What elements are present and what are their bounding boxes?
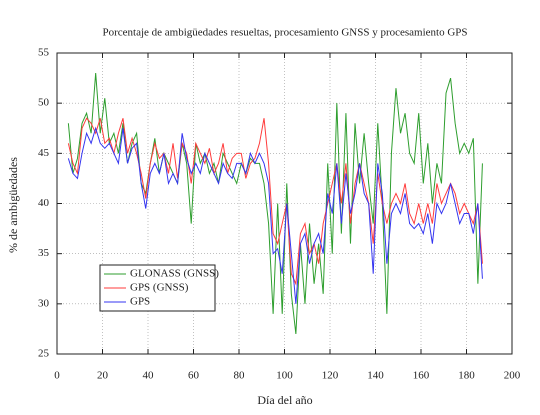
x-tick-label: 100 xyxy=(276,370,293,382)
y-axis-label: % de ambigüedades xyxy=(6,157,20,253)
legend-label: GPS (GNSS) xyxy=(130,282,189,294)
data-line xyxy=(67,73,483,334)
y-tick-label: 40 xyxy=(38,197,50,209)
x-tick-label: 80 xyxy=(234,370,246,382)
y-tick-label: 25 xyxy=(38,348,50,360)
legend-label: GLONASS (GNSS) xyxy=(130,268,219,280)
y-tick-label: 35 xyxy=(38,247,50,259)
x-axis-label: Día del año xyxy=(257,393,312,407)
data-line xyxy=(67,126,483,304)
x-tick-label: 160 xyxy=(413,370,430,382)
x-tick-label: 0 xyxy=(54,370,60,382)
x-tick-label: 20 xyxy=(97,370,109,382)
x-tick-label: 140 xyxy=(367,370,384,382)
chart-title: Porcentaje de ambigüedades resueltas, pr… xyxy=(102,27,467,39)
data-line xyxy=(67,117,483,286)
y-tick-label: 30 xyxy=(38,297,50,309)
x-tick-label: 200 xyxy=(504,370,521,382)
x-tick-label: 120 xyxy=(322,370,339,382)
legend-label: GPS xyxy=(130,296,150,308)
y-tick-label: 50 xyxy=(38,97,50,109)
x-tick-label: 60 xyxy=(188,370,200,382)
x-tick-label: 40 xyxy=(143,370,155,382)
y-tick-label: 55 xyxy=(38,47,50,59)
y-tick-label: 45 xyxy=(38,147,50,159)
plot-frame xyxy=(56,52,513,355)
x-tick-label: 180 xyxy=(458,370,475,382)
